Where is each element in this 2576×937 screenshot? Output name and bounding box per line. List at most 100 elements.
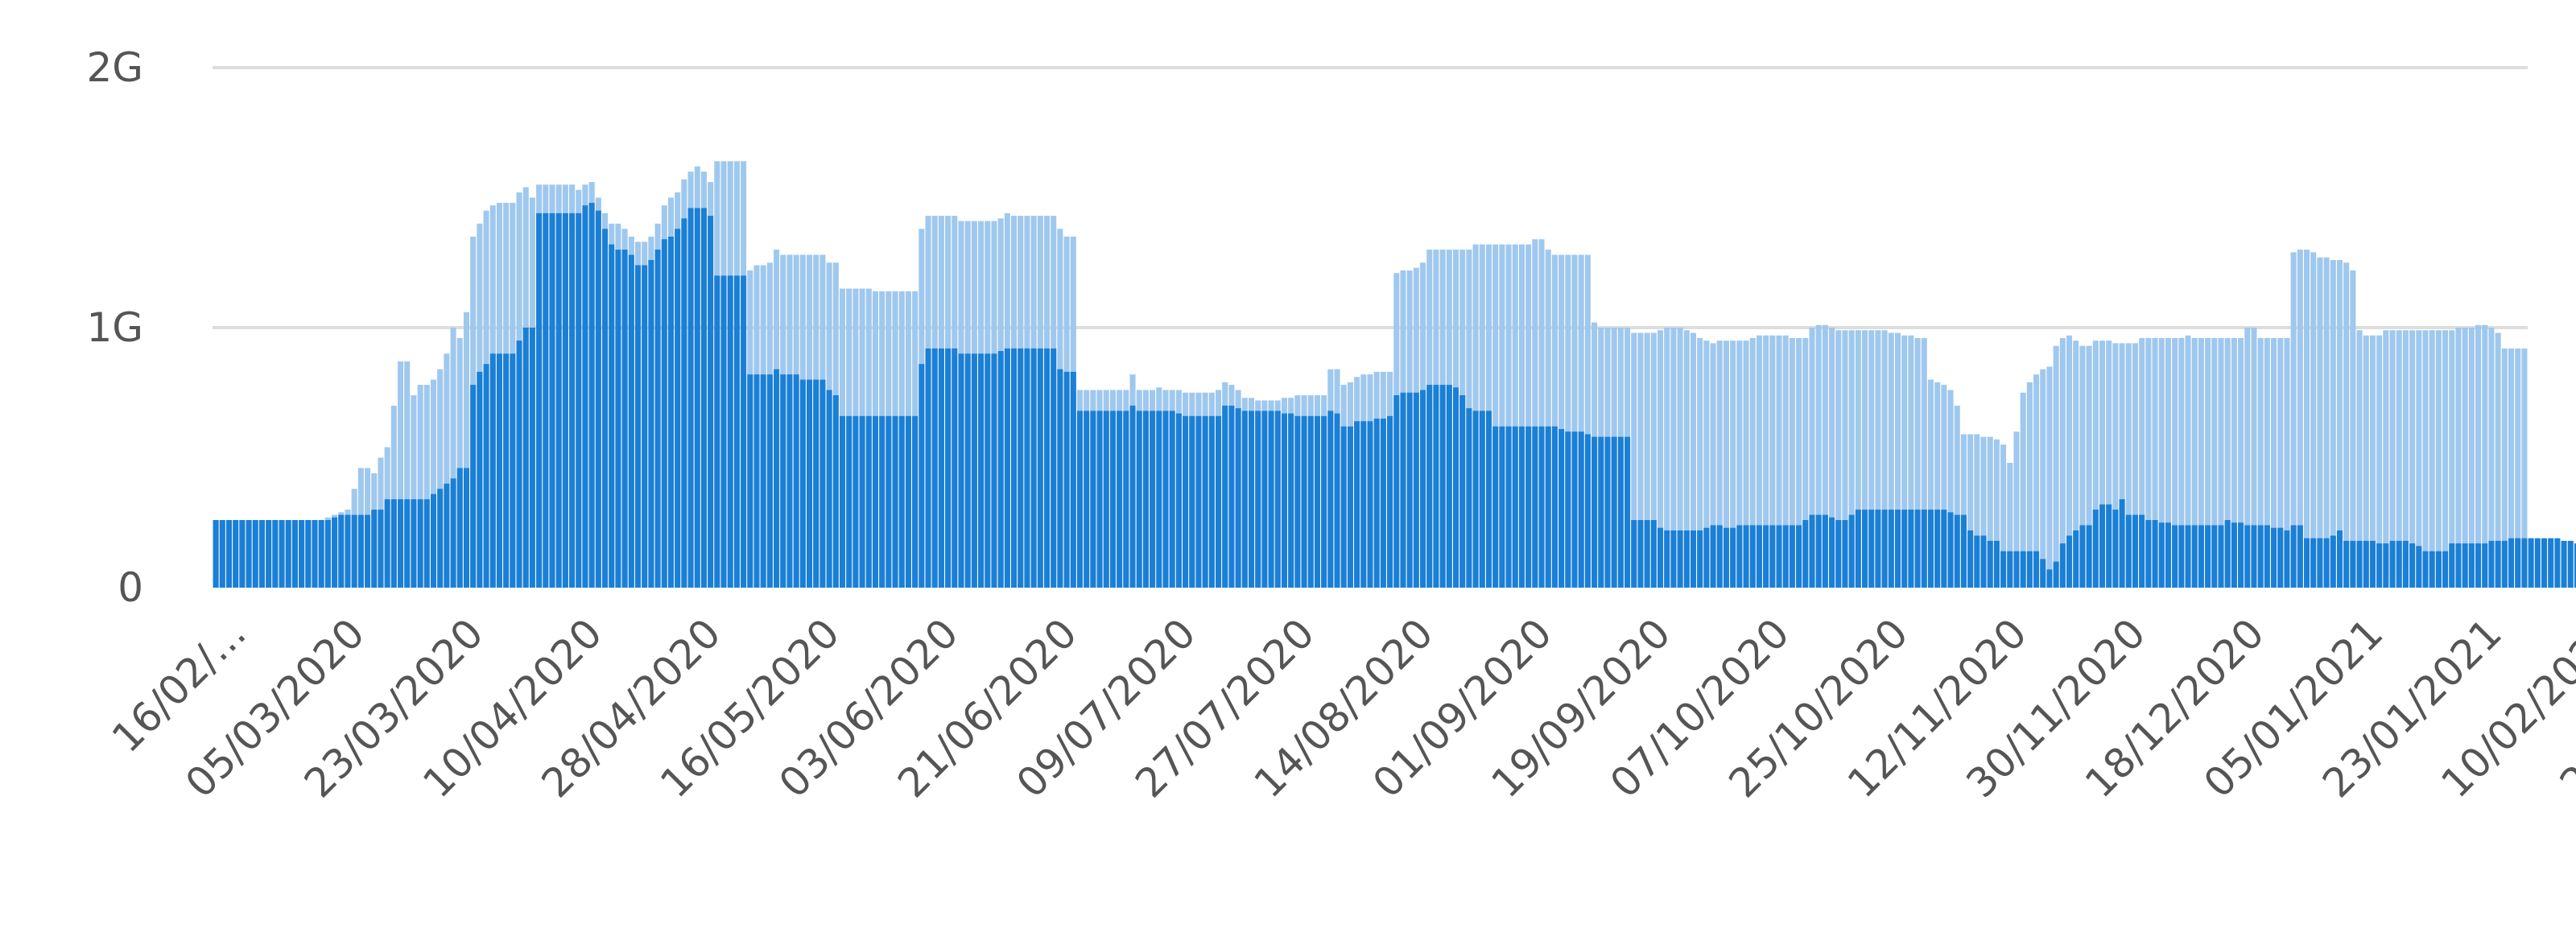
bar-dark xyxy=(444,483,450,588)
bar-light xyxy=(1492,244,1499,588)
bar-dark xyxy=(2396,540,2402,588)
bar-light xyxy=(2277,337,2284,588)
bar-light xyxy=(2317,257,2323,588)
bar-dark xyxy=(2139,514,2145,588)
bar-light xyxy=(2336,260,2343,588)
bar-dark xyxy=(390,499,397,588)
bar-dark xyxy=(1954,514,1960,588)
bar-dark xyxy=(1485,411,1492,588)
bar-dark xyxy=(1551,426,1558,588)
bar-dark xyxy=(1908,510,1914,588)
bar-light xyxy=(1716,341,1723,588)
bar-dark xyxy=(2363,540,2369,588)
bar-light xyxy=(2172,337,2178,588)
bar-dark xyxy=(1558,428,1565,588)
bar-light xyxy=(1763,335,1769,588)
bar-light xyxy=(1723,341,1729,588)
bar-dark xyxy=(727,275,733,588)
bar-dark xyxy=(365,514,371,588)
bar-light xyxy=(2330,260,2336,588)
bar-dark xyxy=(997,351,1004,588)
bar-dark xyxy=(1730,527,1736,588)
bar-dark xyxy=(687,208,694,588)
bar-dark xyxy=(2205,525,2211,588)
bar-dark xyxy=(233,520,239,588)
bar-light xyxy=(2356,330,2363,588)
bar-dark xyxy=(2548,538,2554,588)
bar-light xyxy=(2073,341,2079,588)
bar-dark xyxy=(2442,551,2449,588)
bar-light xyxy=(2059,337,2066,588)
bar-dark xyxy=(299,520,305,588)
bar-light xyxy=(1664,328,1670,588)
bar-dark xyxy=(2369,540,2376,588)
bar-dark xyxy=(2244,525,2251,588)
bar-dark xyxy=(2534,538,2541,588)
bar-dark xyxy=(1248,411,1255,588)
bar-dark xyxy=(1096,411,1103,588)
bar-dark xyxy=(1189,415,1195,588)
bar-dark xyxy=(582,205,588,588)
bar-dark xyxy=(1848,514,1855,588)
bar-light xyxy=(1987,436,1993,588)
bar-dark xyxy=(2561,540,2567,588)
bar-light xyxy=(417,385,423,588)
bar-dark xyxy=(1538,426,1545,588)
bar-dark xyxy=(1400,392,1406,588)
bar-light xyxy=(1862,330,1868,588)
bar-dark xyxy=(2224,520,2231,588)
bar-dark xyxy=(945,348,952,588)
bar-dark xyxy=(898,415,905,588)
bar-dark xyxy=(2145,520,2152,588)
bar-dark xyxy=(991,353,997,588)
bar-dark xyxy=(1459,394,1466,588)
bar-dark xyxy=(1598,436,1604,588)
bar-dark xyxy=(1855,510,1861,588)
bar-dark xyxy=(1802,520,1809,588)
bar-dark xyxy=(529,328,535,588)
bar-light xyxy=(1875,330,1881,588)
bar-dark xyxy=(741,275,747,588)
bar-dark xyxy=(2257,525,2264,588)
bar-dark xyxy=(430,493,437,588)
bar-light xyxy=(2297,250,2303,588)
bar-light xyxy=(1769,335,1776,588)
bar-dark xyxy=(1373,419,1380,588)
bar-light xyxy=(411,394,417,588)
bar-dark xyxy=(1934,510,1941,588)
bar-dark xyxy=(1018,348,1024,588)
bar-dark xyxy=(2086,525,2092,588)
bar-dark xyxy=(1076,411,1083,588)
bar-dark xyxy=(905,415,911,588)
bar-dark xyxy=(1466,408,1472,588)
bar-dark xyxy=(371,510,378,588)
bar-dark xyxy=(1406,392,1413,588)
bar-dark xyxy=(2567,540,2574,588)
bar-dark xyxy=(1967,530,1974,588)
bar-dark xyxy=(2251,525,2257,588)
bar-dark xyxy=(2007,551,2013,588)
bar-dark xyxy=(634,265,642,588)
bar-dark xyxy=(1604,436,1611,588)
bar-light xyxy=(1796,337,1802,588)
bar-light xyxy=(444,353,450,588)
bar-dark xyxy=(1162,411,1169,588)
bar-light xyxy=(1578,254,1584,588)
bar-light xyxy=(1657,330,1664,588)
bar-dark xyxy=(1156,411,1162,588)
bar-dark xyxy=(1327,411,1334,588)
bar-dark xyxy=(456,468,463,588)
bar-dark xyxy=(1183,415,1189,588)
bar-dark xyxy=(2277,527,2284,588)
bar-light xyxy=(2033,374,2040,588)
bar-light xyxy=(1829,328,1835,588)
bar-dark xyxy=(774,369,780,588)
bar-light xyxy=(1518,244,1525,588)
bar-dark xyxy=(1875,510,1881,588)
bar-light xyxy=(1914,337,1921,588)
bar-dark xyxy=(463,468,469,588)
bar-light xyxy=(2125,343,2132,588)
bar-light xyxy=(2198,337,2204,588)
bar-dark xyxy=(2501,540,2508,588)
bar-dark xyxy=(1822,514,1828,588)
